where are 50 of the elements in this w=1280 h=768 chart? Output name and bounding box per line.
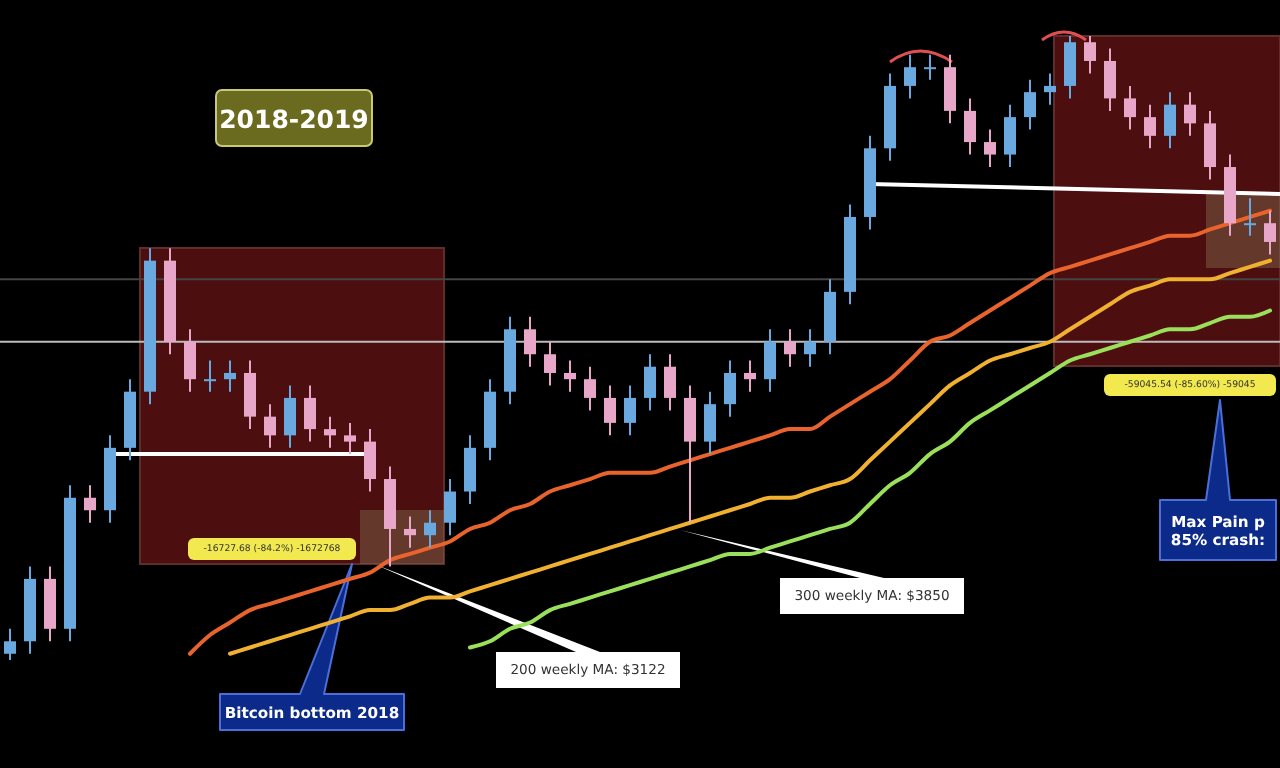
candlestick: [1044, 72, 1056, 106]
candlestick: [1144, 103, 1156, 150]
candlestick: [1124, 84, 1136, 131]
candlestick: [524, 315, 536, 368]
candlestick: [904, 53, 916, 100]
candlestick: [724, 359, 736, 418]
candlestick: [584, 365, 596, 412]
candlestick: [644, 353, 656, 412]
candlestick: [664, 353, 676, 412]
candlestick: [464, 434, 476, 505]
candlestick: [624, 384, 636, 437]
candlestick: [224, 359, 236, 393]
candlestick: [704, 390, 716, 456]
candlestick: [1244, 197, 1256, 237]
candlestick: [1264, 209, 1276, 256]
candlestick: [744, 359, 756, 393]
candlestick: [1004, 103, 1016, 169]
candlestick: [564, 359, 576, 393]
candlestick: [944, 53, 956, 125]
candlestick: [804, 328, 816, 368]
candlestick: [1064, 35, 1076, 100]
candlestick: [1024, 78, 1036, 131]
candlestick: [1164, 91, 1176, 150]
candlestick: [204, 359, 216, 393]
candlestick: [4, 627, 16, 661]
candlestick: [444, 478, 456, 537]
candlestick: [364, 428, 376, 493]
candlestick: [244, 359, 256, 431]
candlestick: [304, 384, 316, 443]
annotation: 2018-2019: [219, 103, 369, 133]
candlestick: [544, 340, 556, 387]
candlestick: [1204, 109, 1216, 181]
candlestick: [784, 328, 796, 368]
candlestick: [84, 484, 96, 524]
candlestick: [264, 403, 276, 449]
candlestick: [1184, 91, 1196, 137]
candlestick: [764, 328, 776, 393]
candlestick: [1084, 35, 1096, 75]
candlestick: [984, 128, 996, 169]
candlestick: [344, 421, 356, 456]
candlestick: [424, 509, 436, 549]
candlestick: [284, 384, 296, 449]
candlestick: [404, 515, 416, 549]
candlestick: [1104, 47, 1116, 112]
candlestick: [964, 97, 976, 156]
candlestick: [604, 384, 616, 437]
candlestick: [684, 384, 696, 524]
candlestick: [324, 415, 336, 449]
candlestick: [184, 328, 196, 393]
candlestick: [924, 53, 936, 81]
